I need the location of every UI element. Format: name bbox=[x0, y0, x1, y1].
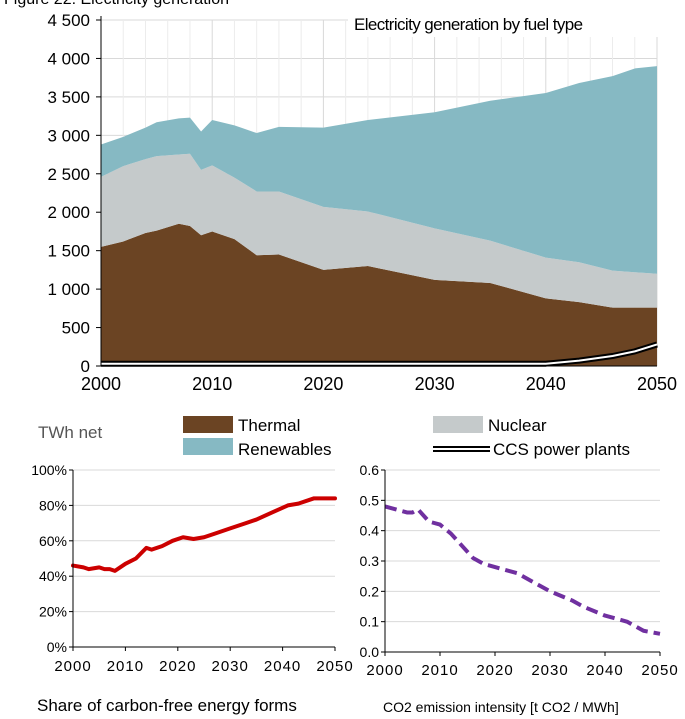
co2-chart-y-tick-labels: 0.0 0.1 0.2 0.3 0.4 0.5 0.6 bbox=[360, 462, 380, 660]
main-chart-y-tick-labels: 0 500 1 000 1 500 2 000 2 500 3 000 3 500 4 000 4… bbox=[47, 11, 90, 376]
co2-chart-axes bbox=[381, 469, 661, 656]
legend-swatch-nuclear bbox=[433, 416, 483, 433]
main-y-tick-label: 2 500 bbox=[47, 165, 90, 184]
legend-swatch-thermal bbox=[183, 416, 233, 433]
co2-chart-line bbox=[384, 504, 661, 636]
co2-y-tick-label: 0.5 bbox=[360, 492, 380, 508]
area-nuclear bbox=[101, 153, 657, 308]
share-x-tick-label: 2000 bbox=[54, 658, 91, 675]
co2-chart-gridlines bbox=[385, 469, 660, 623]
share-chart-axes bbox=[69, 469, 336, 651]
main-x-tick-label: 2020 bbox=[303, 374, 343, 394]
share-x-tick-label: 2020 bbox=[159, 658, 196, 675]
legend-label-thermal: Thermal bbox=[238, 416, 300, 435]
legend-label-nuclear: Nuclear bbox=[488, 416, 547, 435]
share-y-tick-label: 40% bbox=[39, 568, 67, 584]
co2-x-tick-label: 2010 bbox=[421, 662, 458, 679]
co2-x-tick-label: 2050 bbox=[641, 662, 678, 679]
share-y-tick-label: 60% bbox=[39, 533, 67, 549]
main-chart-areas bbox=[101, 66, 657, 366]
main-y-tick-label: 4 000 bbox=[47, 49, 90, 68]
main-y-tick-label: 3 500 bbox=[47, 88, 90, 107]
share-x-tick-label: 2010 bbox=[107, 658, 144, 675]
main-y-tick-label: 500 bbox=[62, 319, 90, 338]
share-y-tick-label: 100% bbox=[31, 462, 67, 478]
legend-label-renewables: Renewables bbox=[238, 440, 332, 459]
co2-x-tick-label: 2040 bbox=[586, 662, 623, 679]
main-y-tick-label: 2 000 bbox=[47, 203, 90, 222]
unit-label: TWh net bbox=[38, 423, 103, 442]
area-renewables bbox=[101, 66, 657, 274]
main-chart-title: Electricity generation by fuel type bbox=[354, 15, 583, 34]
ccs-line-inner bbox=[101, 343, 658, 365]
share-x-tick-label: 2030 bbox=[212, 658, 249, 675]
co2-x-tick-label: 2020 bbox=[476, 662, 513, 679]
co2-y-tick-label: 0.0 bbox=[360, 644, 380, 660]
co2-x-tick-label: 2000 bbox=[366, 662, 403, 679]
main-chart-x-tick-labels: 2000 2010 2020 2030 2040 2050 bbox=[81, 374, 677, 394]
share-chart-gridlines bbox=[73, 469, 335, 613]
co2-series-line bbox=[384, 504, 661, 636]
area-thermal bbox=[101, 223, 657, 366]
main-x-tick-label: 2000 bbox=[81, 374, 121, 394]
co2-chart-x-tick-labels: 2000 2010 2020 2030 2040 2050 bbox=[366, 662, 678, 679]
main-y-tick-label: 3 000 bbox=[47, 126, 90, 145]
share-chart-title: Share of carbon-free energy forms bbox=[37, 696, 297, 715]
share-y-tick-label: 20% bbox=[39, 604, 67, 620]
share-series-line bbox=[71, 496, 337, 573]
legend-swatch-renewables bbox=[183, 438, 233, 455]
main-y-tick-label: 1 500 bbox=[47, 242, 90, 261]
co2-y-tick-label: 0.2 bbox=[360, 583, 380, 599]
share-chart-x-tick-labels: 2000 2010 2020 2030 2040 2050 bbox=[54, 658, 353, 675]
co2-y-tick-label: 0.3 bbox=[360, 553, 380, 569]
share-y-tick-label: 0% bbox=[47, 639, 67, 655]
co2-chart-title: CO2 emission intensity [t CO2 / MWh] bbox=[383, 699, 619, 715]
main-x-tick-label: 2010 bbox=[192, 374, 232, 394]
share-y-tick-label: 80% bbox=[39, 497, 67, 513]
main-chart-legend: TWh net Thermal Nuclear Renewables CCS p… bbox=[38, 416, 630, 459]
main-x-tick-label: 2050 bbox=[637, 374, 677, 394]
main-chart-ccs-line bbox=[101, 341, 658, 367]
share-chart-y-tick-labels: 0% 20% 40% 60% 80% 100% bbox=[31, 462, 67, 655]
share-x-tick-label: 2050 bbox=[316, 658, 353, 675]
share-x-tick-label: 2040 bbox=[264, 658, 301, 675]
figure-caption: Figure 22: Electricity generation bbox=[4, 0, 229, 8]
main-x-tick-label: 2030 bbox=[415, 374, 455, 394]
share-chart-line bbox=[71, 496, 337, 573]
co2-y-tick-label: 0.6 bbox=[360, 462, 380, 478]
legend-label-ccs: CCS power plants bbox=[493, 440, 630, 459]
main-chart-title-bg bbox=[348, 10, 658, 37]
main-y-tick-label: 0 bbox=[81, 357, 90, 376]
main-y-tick-label: 1 000 bbox=[47, 280, 90, 299]
main-x-tick-label: 2040 bbox=[526, 374, 566, 394]
main-y-tick-label: 4 500 bbox=[47, 11, 90, 30]
co2-y-tick-label: 0.4 bbox=[360, 523, 380, 539]
co2-y-tick-label: 0.1 bbox=[360, 614, 380, 630]
main-chart-axes bbox=[96, 16, 657, 367]
co2-x-tick-label: 2030 bbox=[531, 662, 568, 679]
